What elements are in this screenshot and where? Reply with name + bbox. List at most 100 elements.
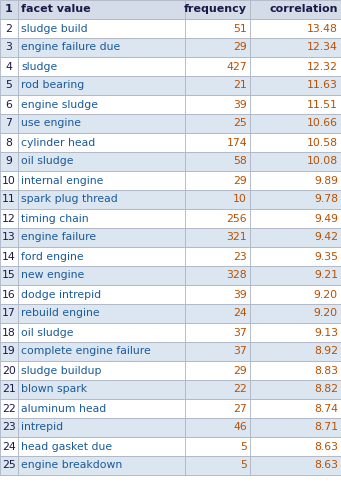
Bar [0,171,341,190]
Text: timing chain: timing chain [21,214,89,224]
Bar [0,380,341,399]
Bar [185,152,250,171]
Bar [0,114,18,133]
Text: 427: 427 [226,62,247,72]
Text: 12: 12 [2,214,16,224]
Bar [0,228,18,247]
Bar [18,57,185,76]
Bar [185,266,250,285]
Bar [185,133,250,152]
Bar [0,266,18,285]
Text: 8.71: 8.71 [314,422,338,432]
Bar [18,76,185,95]
Bar [18,209,185,228]
Text: 5: 5 [240,442,247,452]
Bar [0,190,18,209]
Bar [0,95,18,114]
Text: 8: 8 [5,138,12,147]
Bar [185,418,250,437]
Bar [250,247,341,266]
Text: 13: 13 [2,232,16,242]
Bar [250,437,341,456]
Bar [0,0,18,19]
Bar [18,133,185,152]
Text: use engine: use engine [21,118,81,128]
Text: 25: 25 [2,460,16,470]
Bar [185,323,250,342]
Bar [0,190,341,209]
Bar [185,361,250,380]
Bar [18,114,185,133]
Text: 5: 5 [5,80,12,90]
Bar [185,57,250,76]
Text: 7: 7 [5,118,12,128]
Text: 8.74: 8.74 [314,404,338,413]
Bar [0,76,341,95]
Text: 8.82: 8.82 [314,384,338,394]
Text: aluminum head: aluminum head [21,404,106,413]
Text: 37: 37 [233,328,247,338]
Bar [0,0,341,19]
Bar [185,247,250,266]
Text: 29: 29 [233,366,247,376]
Bar [0,399,341,418]
Text: 9.78: 9.78 [314,194,338,204]
Text: 24: 24 [233,308,247,318]
Bar [185,437,250,456]
Text: 23: 23 [2,422,16,432]
Bar [0,95,341,114]
Bar [0,342,341,361]
Bar [18,361,185,380]
Text: 13.48: 13.48 [307,24,338,34]
Bar [18,285,185,304]
Text: 4: 4 [5,62,12,72]
Bar [0,152,341,171]
Text: 14: 14 [2,252,16,262]
Text: 9.21: 9.21 [314,270,338,280]
Text: ford engine: ford engine [21,252,84,262]
Text: 22: 22 [233,384,247,394]
Text: 37: 37 [233,346,247,356]
Bar [250,0,341,19]
Text: 6: 6 [5,100,12,110]
Text: 3: 3 [5,42,12,52]
Bar [250,342,341,361]
Bar [250,285,341,304]
Text: 12.32: 12.32 [307,62,338,72]
Bar [18,38,185,57]
Bar [18,190,185,209]
Bar [18,323,185,342]
Bar [0,266,341,285]
Bar [0,418,341,437]
Text: head gasket due: head gasket due [21,442,112,452]
Text: engine breakdown: engine breakdown [21,460,122,470]
Text: 256: 256 [226,214,247,224]
Bar [185,304,250,323]
Text: 8.83: 8.83 [314,366,338,376]
Bar [185,95,250,114]
Bar [18,266,185,285]
Bar [18,437,185,456]
Text: 29: 29 [233,176,247,186]
Text: 9.20: 9.20 [314,290,338,300]
Text: 8.63: 8.63 [314,460,338,470]
Bar [0,418,18,437]
Bar [18,247,185,266]
Text: rebuild engine: rebuild engine [21,308,100,318]
Bar [250,361,341,380]
Bar [250,57,341,76]
Bar [0,380,18,399]
Text: 17: 17 [2,308,16,318]
Text: 24: 24 [2,442,16,452]
Bar [0,456,18,475]
Text: 16: 16 [2,290,16,300]
Bar [250,38,341,57]
Bar [0,323,341,342]
Text: 18: 18 [2,328,16,338]
Bar [0,19,18,38]
Bar [0,399,18,418]
Text: 10: 10 [2,176,16,186]
Bar [185,76,250,95]
Bar [0,133,341,152]
Bar [250,418,341,437]
